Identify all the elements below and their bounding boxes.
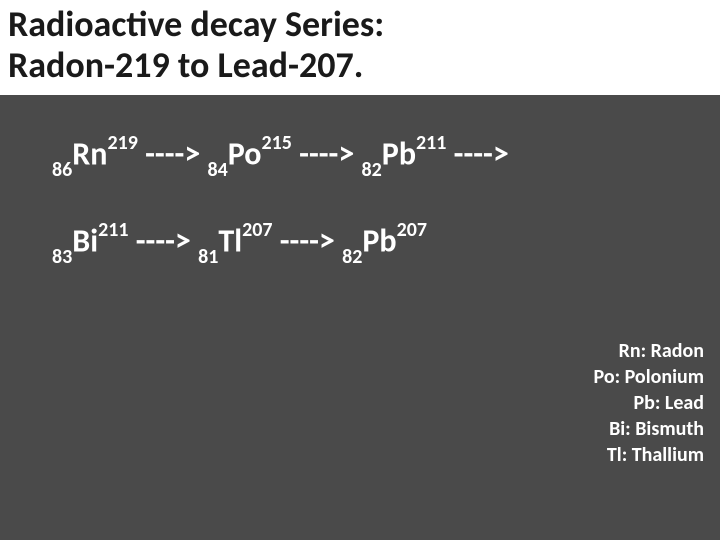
- mass-number: 211: [416, 131, 446, 155]
- nuclide-pb-207: 82Pb207: [342, 222, 427, 265]
- decay-arrow: ---->: [280, 222, 335, 260]
- atomic-number: 84: [207, 158, 227, 182]
- decay-arrow: ---->: [454, 135, 509, 173]
- legend-item: Rn: Radon: [594, 338, 705, 364]
- legend-item: Bi: Bismuth: [594, 416, 705, 442]
- mass-number: 215: [261, 131, 291, 155]
- nuclide-rn-219: 86Rn219: [52, 135, 138, 178]
- title-line-2: Radon-219 to Lead-207.: [8, 45, 712, 86]
- atomic-number: 83: [52, 245, 72, 269]
- mass-number: 207: [397, 218, 427, 242]
- decay-arrow: ---->: [299, 135, 354, 173]
- legend-item: Po: Polonium: [594, 364, 705, 390]
- mass-number: 207: [242, 218, 272, 242]
- decay-arrow: ---->: [145, 135, 200, 173]
- element-symbol: Pb: [362, 221, 396, 260]
- nuclide-bi-211: 83Bi211: [52, 222, 129, 265]
- element-legend: Rn: Radon Po: Polonium Pb: Lead Bi: Bism…: [594, 338, 705, 468]
- nuclide-po-215: 84Po215: [207, 135, 291, 178]
- element-symbol: Tl: [218, 221, 242, 260]
- title-block: Radioactive decay Series: Radon-219 to L…: [0, 0, 720, 95]
- legend-item: Tl: Thallium: [594, 442, 705, 468]
- element-symbol: Po: [228, 134, 262, 173]
- decay-arrow: ---->: [136, 222, 191, 260]
- chain-row-2: 83Bi211 ----> 81Tl207 ----> 82Pb207: [52, 222, 720, 265]
- element-symbol: Bi: [72, 221, 98, 260]
- atomic-number: 81: [198, 245, 218, 269]
- chain-row-1: 86Rn219 ----> 84Po215 ----> 82Pb211 ----…: [52, 135, 720, 178]
- atomic-number: 86: [52, 158, 72, 182]
- atomic-number: 82: [362, 158, 382, 182]
- decay-chain: 86Rn219 ----> 84Po215 ----> 82Pb211 ----…: [0, 95, 720, 265]
- mass-number: 211: [98, 218, 128, 242]
- atomic-number: 82: [342, 245, 362, 269]
- nuclide-tl-207: 81Tl207: [198, 222, 272, 265]
- title-line-1: Radioactive decay Series:: [8, 4, 712, 45]
- element-symbol: Pb: [382, 134, 416, 173]
- nuclide-pb-211: 82Pb211: [362, 135, 447, 178]
- mass-number: 219: [107, 131, 137, 155]
- legend-item: Pb: Lead: [594, 390, 705, 416]
- element-symbol: Rn: [72, 134, 107, 173]
